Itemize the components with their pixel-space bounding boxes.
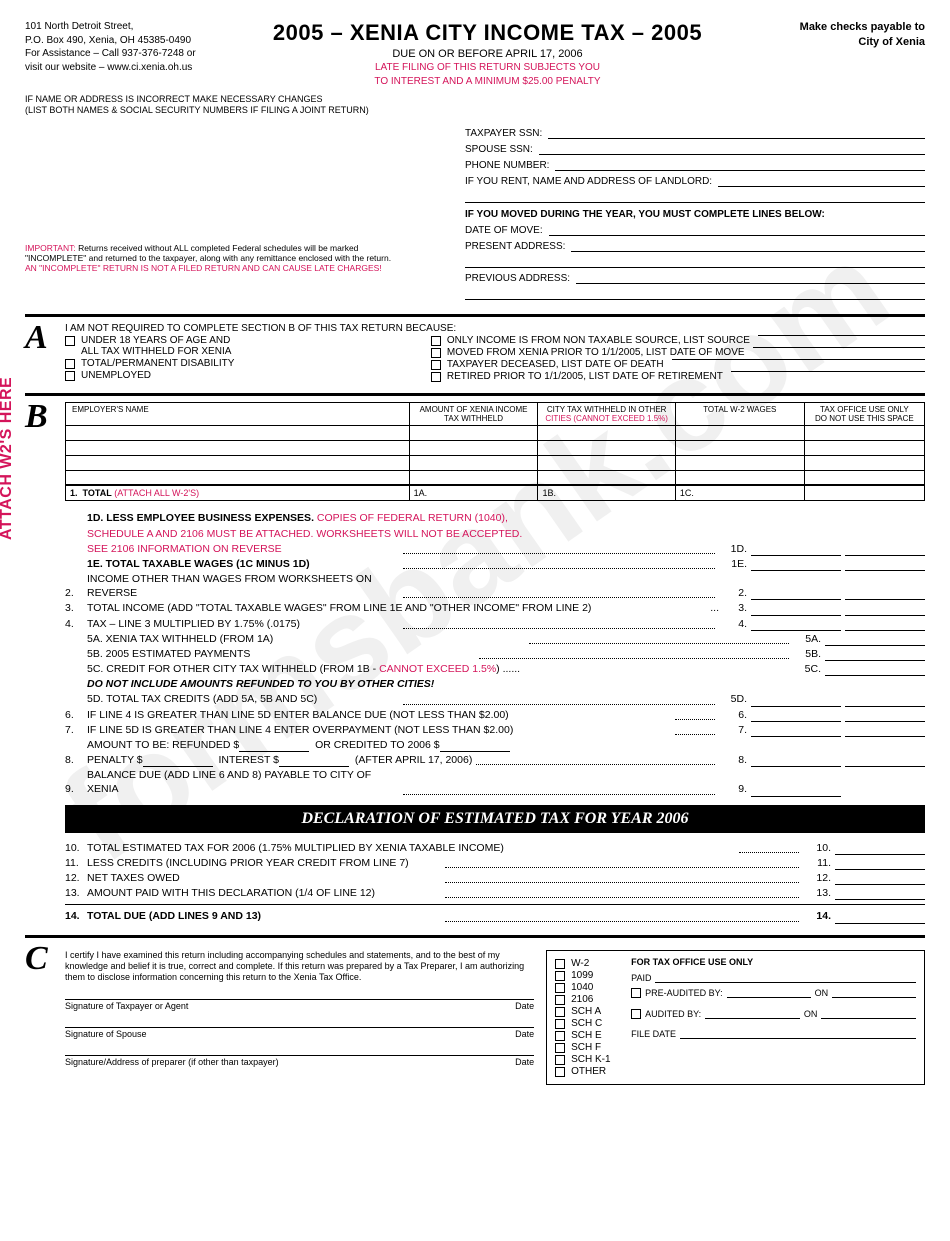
name-addr-instr: IF NAME OR ADDRESS IS INCORRECT MAKE NEC… (25, 94, 925, 117)
declaration-bar: DECLARATION OF ESTIMATED TAX FOR YEAR 20… (65, 805, 925, 833)
employer-row[interactable] (66, 425, 925, 440)
chk-w2[interactable]: W-2 (555, 958, 615, 969)
pay-to: Make checks payable to City of Xenia (745, 20, 925, 88)
office-use-box: W-2 1099 1040 2106 SCH A SCH C SCH E SCH… (546, 950, 925, 1085)
moved-heading: IF YOU MOVED DURING THE YEAR, YOU MUST C… (465, 209, 925, 220)
preparer-signature[interactable]: Signature/Address of preparer (if other … (65, 1055, 534, 1067)
certification-text: I certify I have examined this return in… (65, 950, 534, 984)
chk-schf[interactable]: SCH F (555, 1042, 615, 1053)
chk-under18[interactable]: UNDER 18 YEARS OF AGE ANDALL TAX WITHHEL… (65, 335, 411, 357)
present-addr-field[interactable]: PRESENT ADDRESS: (465, 240, 925, 252)
chk-1040[interactable]: 1040 (555, 982, 615, 993)
issuer-address: 101 North Detroit Street, P.O. Box 490, … (25, 20, 230, 88)
chk-other[interactable]: OTHER (555, 1066, 615, 1077)
chk-moved-prior[interactable]: MOVED FROM XENIA PRIOR TO 1/1/2005, LIST… (431, 347, 925, 358)
employer-table: EMPLOYER'S NAME AMOUNT OF XENIA INCOME T… (65, 402, 925, 502)
due-date: DUE ON OR BEFORE APRIL 17, 2006 (245, 48, 730, 60)
section-b-letter: B (25, 402, 57, 925)
chk-1099[interactable]: 1099 (555, 970, 615, 981)
chk-nontaxable[interactable]: ONLY INCOME IS FROM NON TAXABLE SOURCE, … (431, 335, 925, 346)
chk-schk1[interactable]: SCH K-1 (555, 1054, 615, 1065)
chk-unemployed[interactable]: UNEMPLOYED (65, 370, 411, 381)
taxpayer-signature[interactable]: Signature of Taxpayer or AgentDate (65, 999, 534, 1011)
chk-sche[interactable]: SCH E (555, 1030, 615, 1041)
spouse-signature[interactable]: Signature of SpouseDate (65, 1027, 534, 1039)
taxpayer-ssn-field[interactable]: TAXPAYER SSN: (465, 127, 925, 139)
chk-2106[interactable]: 2106 (555, 994, 615, 1005)
section-a-intro: I AM NOT REQUIRED TO COMPLETE SECTION B … (65, 323, 925, 334)
spouse-ssn-field[interactable]: SPOUSE SSN: (465, 143, 925, 155)
phone-field[interactable]: PHONE NUMBER: (465, 159, 925, 171)
attach-w2-label: ATTACH W2'S HERE (0, 377, 16, 540)
employer-row[interactable] (66, 440, 925, 455)
chk-disability[interactable]: TOTAL/PERMANENT DISABILITY (65, 358, 411, 369)
section-c-letter: C (25, 944, 57, 1085)
late-warning: LATE FILING OF THIS RETURN SUBJECTS YOU … (245, 61, 730, 88)
section-a-letter: A (25, 323, 57, 383)
landlord-field[interactable]: IF YOU RENT, NAME AND ADDRESS OF LANDLOR… (465, 175, 925, 187)
employer-row[interactable] (66, 455, 925, 470)
important-note: IMPORTANT: Returns received without ALL … (25, 243, 445, 274)
chk-schc[interactable]: SCH C (555, 1018, 615, 1029)
form-title: 2005 – XENIA CITY INCOME TAX – 2005 (245, 20, 730, 46)
date-move-field[interactable]: DATE OF MOVE: (465, 224, 925, 236)
chk-deceased[interactable]: TAXPAYER DECEASED, LIST DATE OF DEATH (431, 359, 925, 370)
employer-row[interactable] (66, 470, 925, 485)
chk-retired[interactable]: RETIRED PRIOR TO 1/1/2005, LIST DATE OF … (431, 371, 925, 382)
previous-addr-field[interactable]: PREVIOUS ADDRESS: (465, 272, 925, 284)
chk-scha[interactable]: SCH A (555, 1006, 615, 1017)
